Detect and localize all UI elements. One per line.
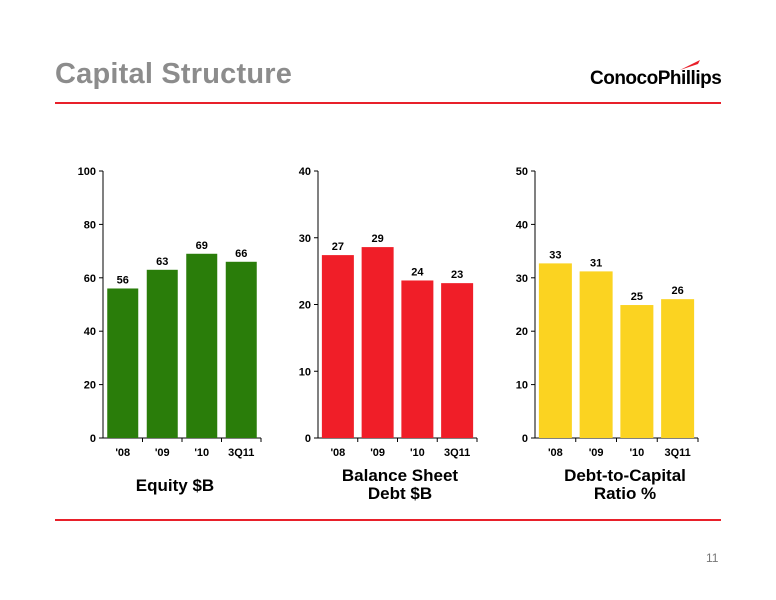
chart-caption-equity: Equity $B bbox=[135, 476, 215, 495]
x-tick-label: 3Q11 bbox=[444, 447, 470, 459]
x-tick-label: '09 bbox=[370, 447, 385, 459]
data-label: 66 bbox=[235, 248, 247, 260]
chart-equity: 0 20 40 60 80 100 56 '08 63 '09 69 '10 66 3Q11 bbox=[78, 166, 262, 459]
y-tick-label: 100 bbox=[78, 166, 96, 178]
x-tick-label: '08 bbox=[330, 447, 345, 459]
chart-debt: 0 10 20 30 40 27 '08 29 '09 24 '10 23 3Q11 bbox=[299, 166, 478, 459]
logo-text: ConocoPhillips bbox=[590, 68, 722, 89]
x-tick-label: '10 bbox=[194, 447, 209, 459]
data-label: 23 bbox=[451, 269, 463, 281]
bar bbox=[538, 263, 572, 438]
bar bbox=[401, 280, 434, 438]
data-label: 25 bbox=[631, 291, 643, 303]
x-tick-label: '09 bbox=[589, 447, 604, 459]
bar bbox=[579, 271, 613, 438]
x-tick-label: '08 bbox=[115, 447, 130, 459]
y-tick-label: 10 bbox=[299, 366, 311, 378]
header-divider bbox=[55, 102, 721, 104]
x-tick-label: '09 bbox=[155, 447, 170, 459]
y-tick-label: 40 bbox=[516, 219, 528, 231]
bar bbox=[661, 299, 695, 438]
y-tick-label: 30 bbox=[516, 273, 528, 285]
y-tick-label: 10 bbox=[516, 380, 528, 392]
chart-ratio: 0 10 20 30 40 50 33 '08 31 '09 25 '10 26 3Q11 bbox=[516, 166, 699, 459]
data-label: 27 bbox=[332, 241, 344, 253]
bar bbox=[107, 288, 139, 438]
y-tick-label: 80 bbox=[84, 219, 96, 231]
bar bbox=[441, 283, 474, 438]
bar bbox=[186, 253, 218, 438]
x-tick-label: '10 bbox=[410, 447, 425, 459]
page-title: Capital Structure bbox=[55, 58, 293, 90]
y-tick-label: 20 bbox=[299, 300, 311, 312]
data-label: 69 bbox=[196, 240, 208, 252]
y-tick-label: 40 bbox=[84, 326, 96, 338]
y-tick-label: 50 bbox=[516, 166, 528, 178]
y-tick-label: 30 bbox=[299, 233, 311, 245]
bar bbox=[361, 247, 394, 438]
y-tick-label: 0 bbox=[305, 433, 311, 445]
bar bbox=[620, 305, 654, 438]
chart-caption-debt: Balance Sheet Debt $B bbox=[341, 466, 459, 503]
data-label: 31 bbox=[590, 257, 602, 269]
x-tick-label: '10 bbox=[629, 447, 644, 459]
y-tick-label: 20 bbox=[84, 380, 96, 392]
footer-divider bbox=[55, 519, 721, 521]
data-label: 24 bbox=[411, 266, 424, 278]
bar bbox=[225, 261, 257, 438]
y-tick-label: 0 bbox=[90, 433, 96, 445]
data-label: 29 bbox=[372, 233, 384, 245]
bar bbox=[146, 269, 178, 438]
x-tick-label: '08 bbox=[548, 447, 563, 459]
y-tick-label: 40 bbox=[299, 166, 311, 178]
data-label: 56 bbox=[117, 274, 129, 286]
data-label: 63 bbox=[156, 256, 168, 268]
bar bbox=[321, 255, 354, 438]
x-tick-label: 3Q11 bbox=[664, 447, 690, 459]
logo-mark-icon bbox=[680, 60, 700, 70]
y-tick-label: 60 bbox=[84, 273, 96, 285]
data-label: 26 bbox=[672, 285, 684, 297]
y-tick-label: 20 bbox=[516, 326, 528, 338]
page-number: 11 bbox=[706, 551, 719, 565]
x-tick-label: 3Q11 bbox=[228, 447, 254, 459]
data-label: 33 bbox=[549, 249, 561, 261]
chart-caption-ratio: Debt-to-Capital Ratio % bbox=[564, 466, 686, 503]
y-tick-label: 0 bbox=[522, 433, 528, 445]
